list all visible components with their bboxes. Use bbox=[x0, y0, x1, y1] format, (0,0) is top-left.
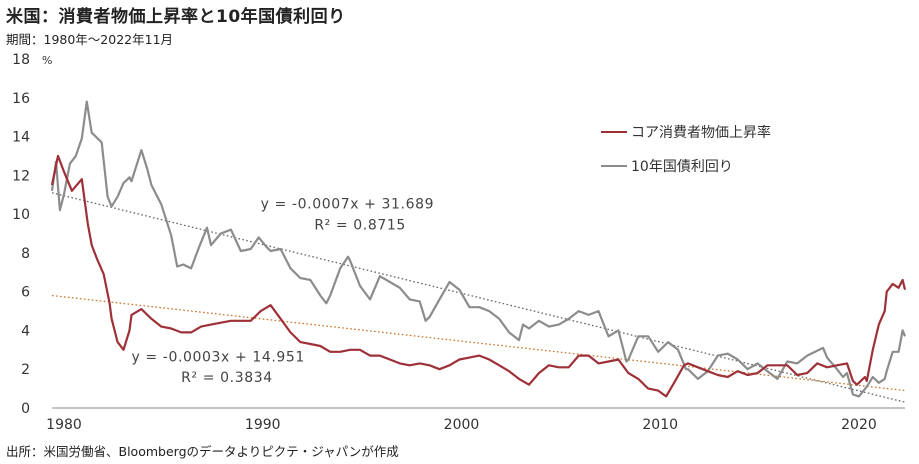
legend-label: 10年国債利回り bbox=[631, 159, 733, 175]
annotations-group: y = -0.0007x + 31.689 R² = 0.8715 y = -0.0… bbox=[131, 196, 434, 386]
y-tick-label: 4 bbox=[21, 323, 30, 339]
y-tick-label: 18 bbox=[12, 52, 30, 68]
y-tick-label: 12 bbox=[12, 168, 30, 184]
y-tick-label: 16 bbox=[12, 91, 30, 107]
y-tick-label: 0 bbox=[21, 401, 30, 417]
cpi-r2-label: R² = 0.3834 bbox=[181, 370, 273, 386]
yield-eq-label: y = -0.0007x + 31.689 bbox=[261, 196, 434, 212]
legend: コア消費者物価上昇率 10年国債利回り bbox=[601, 124, 771, 175]
cpi-eq-label: y = -0.0003x + 14.951 bbox=[131, 349, 304, 365]
y-tick-label: 2 bbox=[21, 362, 30, 378]
x-tick-label: 2010 bbox=[642, 417, 678, 433]
trendline-yield bbox=[51, 192, 906, 403]
x-tick-label: 1980 bbox=[46, 417, 82, 433]
trendline-cpi bbox=[51, 294, 906, 392]
yield-r2-label: R² = 0.8715 bbox=[314, 218, 406, 234]
y-tick-label: 10 bbox=[12, 207, 30, 223]
chart-title: 米国：消費者物価上昇率と10年国債利回り bbox=[6, 7, 346, 27]
x-tick-label: 2020 bbox=[841, 417, 877, 433]
legend-label: コア消費者物価上昇率 bbox=[631, 124, 771, 141]
x-tick-label: 1990 bbox=[245, 417, 281, 433]
period-label: 期間：1980年～2022年11月 bbox=[6, 32, 174, 47]
y-tick-label: 14 bbox=[12, 130, 30, 146]
axes-group: 0 2 4 6 8 10 12 14 16 18 % 1980 1990 2000 2010 2020 bbox=[12, 52, 905, 433]
cpi-series-line bbox=[50, 154, 907, 398]
x-tick-label: 2000 bbox=[444, 417, 480, 433]
y-tick-label: 8 bbox=[21, 246, 30, 262]
source-label: 出所：米国労働省、Bloombergのデータよりピクテ・ジャパンが作成 bbox=[6, 444, 399, 459]
y-axis-unit: % bbox=[42, 54, 52, 67]
trendlines-group bbox=[51, 192, 906, 403]
series-group bbox=[50, 100, 907, 398]
y-tick-label: 6 bbox=[21, 285, 30, 301]
